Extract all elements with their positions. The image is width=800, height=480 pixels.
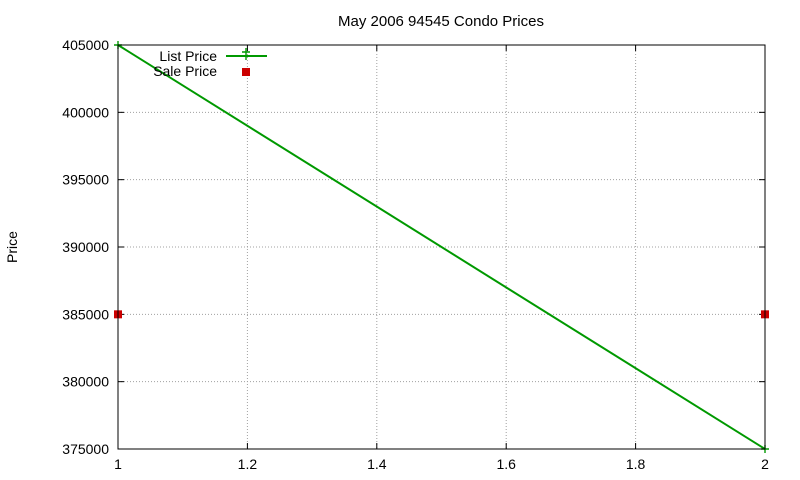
y-axis-label: Price: [4, 231, 20, 263]
x-tick-label: 1.2: [238, 456, 258, 472]
series-line-list-price: [117, 44, 766, 450]
legend: List Price Sale Price: [153, 48, 267, 79]
y-tick-label: 385000: [62, 306, 109, 322]
x-axis-ticks: 1 1.2 1.4 1.6 1.8 2: [114, 45, 769, 472]
chart-title: May 2006 94545 Condo Prices: [338, 13, 544, 30]
x-tick-label: 1.8: [626, 456, 646, 472]
plot-border: [117, 44, 766, 450]
y-tick-label: 375000: [62, 441, 109, 457]
legend-label-list-price: List Price: [159, 48, 217, 64]
legend-marker-sale-price: [242, 68, 250, 76]
y-tick-label: 400000: [62, 104, 109, 120]
x-tick-label: 1.6: [496, 456, 516, 472]
y-tick-label: 405000: [62, 37, 109, 53]
x-tick-label: 2: [761, 456, 769, 472]
y-tick-label: 390000: [62, 239, 109, 255]
x-tick-label: 1: [114, 456, 122, 472]
legend-label-sale-price: Sale Price: [153, 63, 217, 79]
grid-lines: [118, 45, 765, 449]
x-tick-label: 1.4: [367, 456, 387, 472]
y-tick-label: 395000: [62, 172, 109, 188]
y-tick-label: 380000: [62, 374, 109, 390]
legend-marker-list-price: [242, 48, 250, 60]
